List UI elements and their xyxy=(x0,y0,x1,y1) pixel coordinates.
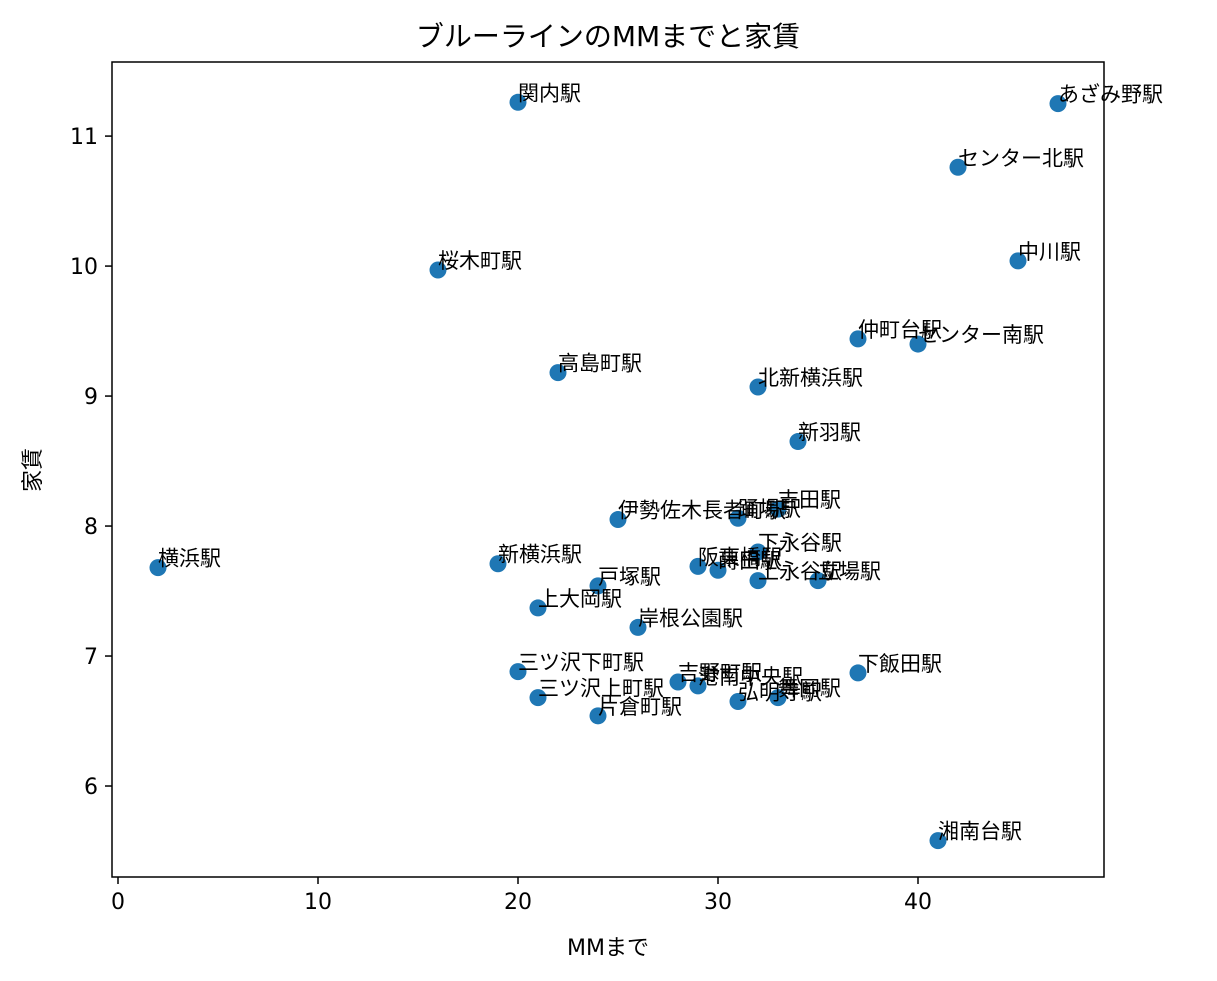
data-point-21 xyxy=(529,599,547,617)
data-point-22 xyxy=(629,618,647,636)
x-tick-label-1: 10 xyxy=(304,890,332,915)
data-point-10 xyxy=(769,500,787,518)
data-point-27 xyxy=(529,689,547,707)
plot-frame xyxy=(111,61,1105,878)
data-point-24 xyxy=(849,664,867,682)
data-point-14 xyxy=(149,559,167,577)
y-tick-label-0: 6 xyxy=(84,775,98,800)
point-label-18: 上永谷駅 xyxy=(758,560,842,584)
data-point-8 xyxy=(749,378,767,396)
y-tick-label-5: 11 xyxy=(70,125,98,150)
data-point-7 xyxy=(549,364,567,382)
point-label-29: 舞岡駅 xyxy=(778,677,841,701)
point-label-24: 下飯田駅 xyxy=(858,652,942,676)
point-label-3: 中川駅 xyxy=(1018,240,1081,264)
data-point-20 xyxy=(589,577,607,595)
point-label-26: 港南中央駅 xyxy=(698,665,803,689)
data-point-17 xyxy=(709,561,727,579)
y-tick-label-3: 9 xyxy=(84,385,98,410)
data-point-13 xyxy=(749,543,767,561)
point-label-22: 岸根公園駅 xyxy=(638,606,743,630)
data-point-23 xyxy=(509,663,527,681)
data-point-26 xyxy=(689,677,707,695)
point-label-7: 高島町駅 xyxy=(558,352,642,376)
data-point-3 xyxy=(1009,252,1027,270)
y-tick-label-1: 7 xyxy=(84,645,98,670)
data-point-1 xyxy=(1049,95,1067,113)
point-label-4: 桜木町駅 xyxy=(438,249,522,273)
point-label-19: 立場駅 xyxy=(818,560,881,584)
point-label-20: 戸塚駅 xyxy=(598,565,661,589)
data-point-31 xyxy=(929,832,947,850)
x-tick-label-0: 0 xyxy=(111,890,125,915)
point-label-15: 新横浜駅 xyxy=(498,543,582,567)
point-label-21: 上大岡駅 xyxy=(538,587,622,611)
data-point-28 xyxy=(729,693,747,711)
chart-title: ブルーラインのMMまでと家賃 xyxy=(416,20,800,53)
x-axis-label: MMまで xyxy=(567,936,649,961)
data-point-9 xyxy=(789,433,807,451)
point-label-11: 伊勢佐木長者町駅 xyxy=(618,499,786,523)
point-label-8: 北新横浜駅 xyxy=(758,366,863,390)
data-point-2 xyxy=(949,158,967,176)
y-axis-label: 家賃 xyxy=(21,448,46,492)
point-label-23: 三ツ沢下町駅 xyxy=(518,651,644,675)
data-point-4 xyxy=(429,261,447,279)
data-point-11 xyxy=(609,511,627,529)
data-point-30 xyxy=(589,707,607,725)
point-label-31: 湘南台駅 xyxy=(938,820,1022,844)
x-tick-label-4: 40 xyxy=(904,890,932,915)
y-tick-label-2: 8 xyxy=(84,515,98,540)
point-label-13: 下永谷駅 xyxy=(758,531,842,555)
point-label-27: 三ツ沢上町駅 xyxy=(538,677,664,701)
data-point-29 xyxy=(769,689,787,707)
y-tick-label-4: 10 xyxy=(70,255,98,280)
data-point-19 xyxy=(809,572,827,590)
point-label-17: 蒔田駅 xyxy=(718,549,781,573)
point-label-14: 横浜駅 xyxy=(158,547,221,571)
point-label-16: 阪東橋駅 xyxy=(698,545,782,569)
point-label-6: センター南駅 xyxy=(918,323,1044,347)
data-point-12 xyxy=(729,509,747,527)
point-label-0: 関内駅 xyxy=(518,81,581,105)
axis-ticks: 0 10 20 30 40 6 7 8 9 10 11 xyxy=(70,125,932,915)
data-point-18 xyxy=(749,572,767,590)
data-points xyxy=(149,93,1067,850)
point-label-28: 弘明寺駅 xyxy=(738,681,822,705)
data-point-15 xyxy=(489,555,507,573)
point-label-25: 吉野町駅 xyxy=(678,661,762,685)
data-point-16 xyxy=(689,557,707,575)
point-label-2: センター北駅 xyxy=(958,146,1084,170)
point-label-9: 新羽駅 xyxy=(798,421,861,445)
point-label-10: 吉田駅 xyxy=(778,488,841,512)
data-point-6 xyxy=(909,335,927,353)
point-label-1: あざみ野駅 xyxy=(1058,83,1163,107)
data-point-5 xyxy=(849,330,867,348)
point-label-5: 仲町台駅 xyxy=(858,318,942,342)
point-label-30: 片倉町駅 xyxy=(598,695,682,719)
point-label-12: 踊場駅 xyxy=(738,497,801,521)
data-point-0 xyxy=(509,93,527,111)
x-tick-label-2: 20 xyxy=(504,890,532,915)
x-tick-label-3: 30 xyxy=(704,890,732,915)
data-point-25 xyxy=(669,673,687,691)
